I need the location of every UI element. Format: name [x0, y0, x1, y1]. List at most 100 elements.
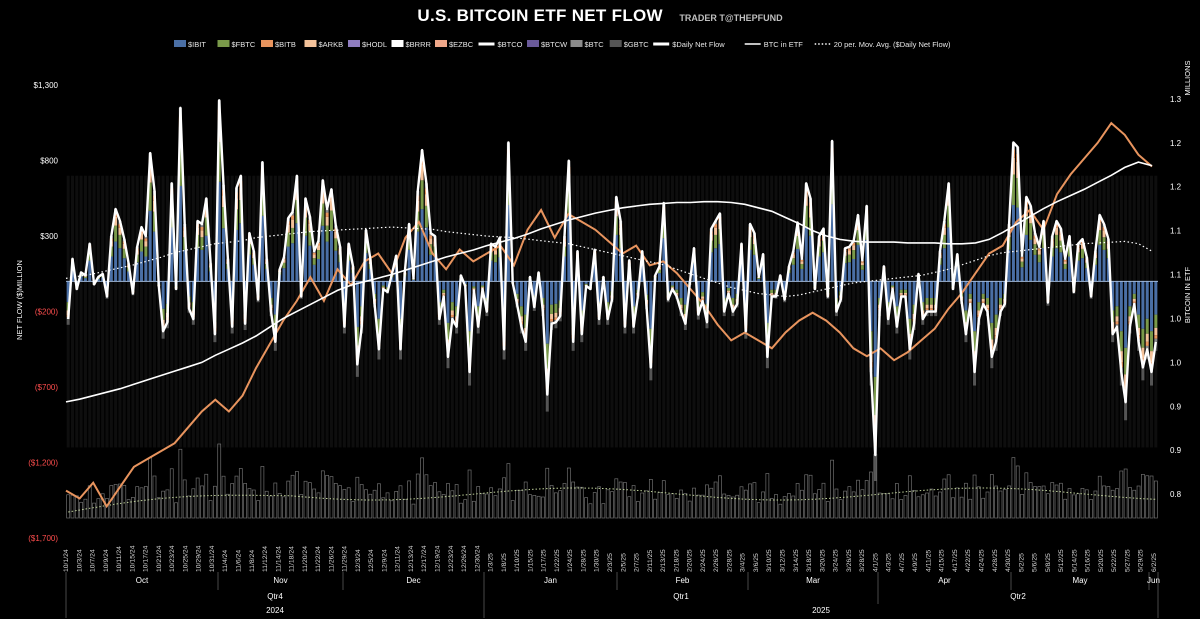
background-column [1059, 175, 1063, 448]
background-column [761, 175, 765, 448]
background-column [688, 175, 692, 448]
flow-bar-segment [364, 253, 368, 282]
flow-bar-segment [260, 215, 264, 282]
flow-bar-segment [670, 281, 674, 286]
flow-bar-segment [929, 298, 933, 305]
flow-bar-segment [865, 239, 869, 282]
volume-bar [718, 475, 722, 519]
background-column [852, 175, 856, 448]
flow-bar-segment [398, 281, 403, 319]
background-column [70, 175, 74, 448]
background-column [1046, 175, 1050, 448]
flow-bar-segment [1145, 318, 1149, 334]
x-tick-label: 2/13/25 [660, 549, 667, 572]
flow-bar-segment [1055, 234, 1059, 249]
flow-bar-segment [942, 227, 946, 235]
right-axis-tick-label: 0.9 [1170, 446, 1182, 455]
flow-bar-segment [329, 230, 333, 282]
background-column [709, 175, 713, 448]
background-column [593, 175, 597, 448]
x-tick-label: 2/5/25 [620, 553, 627, 572]
x-tick-label: 1/10/25 [514, 549, 521, 572]
volume-bar [916, 496, 921, 519]
flow-bar-segment [1102, 249, 1106, 282]
gbtc-bar-segment [256, 299, 260, 303]
background-column [174, 175, 178, 448]
flow-bar-segment [312, 254, 316, 259]
volume-bar [191, 488, 196, 519]
gbtc-bar-segment [554, 322, 558, 329]
background-column [252, 175, 256, 448]
volume-bar [523, 481, 528, 519]
flow-bar-segment [908, 318, 912, 334]
background-column [817, 175, 821, 448]
background-column [209, 175, 213, 448]
gbtc-bar-segment [243, 323, 247, 331]
background-column [752, 175, 756, 448]
flow-bar-segment [390, 277, 394, 282]
flow-bar-segment [489, 260, 493, 282]
flow-bar-segment [325, 212, 329, 217]
volume-bar [1011, 457, 1016, 519]
background-column [334, 175, 338, 448]
chart-author: TRADER T@THEPFUND [679, 13, 783, 23]
flow-bar-segment [1080, 248, 1084, 259]
background-column [839, 175, 843, 448]
volume-bar [636, 501, 640, 519]
gbtc-bar-segment [873, 454, 877, 482]
flow-bar-segment [321, 225, 325, 282]
volume-bar [100, 493, 105, 519]
background-column [390, 175, 394, 448]
gbtc-bar-segment [649, 367, 653, 381]
legend-swatch [609, 40, 622, 47]
flow-bar-segment [847, 262, 851, 282]
background-column [131, 175, 135, 448]
flow-bar-segment [498, 257, 502, 282]
flow-bar-segment [424, 205, 428, 228]
flow-bar-segment [1154, 327, 1158, 336]
gbtc-bar-segment [455, 326, 459, 334]
flow-bar-segment [148, 182, 152, 211]
background-column [308, 175, 312, 448]
flow-bar-segment [1063, 268, 1067, 282]
volume-bar [1136, 485, 1141, 519]
flow-bar-segment [493, 250, 497, 255]
flow-bar-segment [985, 298, 990, 305]
legend-item-label: $BTCO [498, 40, 523, 49]
volume-bar [1123, 468, 1128, 519]
flow-bar-segment [869, 281, 873, 332]
flow-bar-segment [606, 302, 610, 311]
background-column [135, 175, 139, 448]
flow-bar-segment [476, 306, 480, 317]
chart-title: U.S. BITCOIN ETF NET FLOW [417, 6, 663, 25]
x-tick-label: 3/14/25 [793, 549, 800, 572]
flow-bar-segment [1037, 248, 1041, 251]
background-column [325, 175, 329, 448]
flow-bar-segment [118, 248, 122, 282]
flow-bar-segment [977, 310, 981, 315]
legend-item-label: $Daily Net Flow [672, 40, 725, 49]
x-tick-label: 5/27/25 [1125, 549, 1132, 572]
volume-bar [821, 482, 826, 519]
x-tick-label: 11/4/24 [222, 550, 229, 572]
volume-bar [428, 485, 433, 519]
x-tick-label: 12/13/24 [408, 545, 415, 572]
volume-bar [1037, 486, 1042, 519]
flow-bar-segment [1150, 331, 1154, 352]
volume-bar [156, 497, 161, 519]
flow-bar-segment [515, 293, 519, 299]
flow-bar-segment [903, 293, 908, 295]
x-tick-label: 3/24/25 [833, 549, 840, 572]
flow-bar-segment [981, 293, 985, 299]
background-column [144, 175, 148, 448]
gbtc-bar-segment [468, 371, 472, 386]
background-column [1042, 175, 1046, 448]
flow-bar-segment [66, 281, 70, 303]
volume-bar [506, 463, 511, 519]
flow-bar-segment [200, 230, 204, 238]
volume-bar [515, 489, 519, 519]
x-tick-label: 4/22/25 [965, 549, 972, 572]
volume-bar [195, 477, 200, 519]
flow-bar-segment [140, 251, 144, 282]
volume-bar [243, 483, 247, 519]
